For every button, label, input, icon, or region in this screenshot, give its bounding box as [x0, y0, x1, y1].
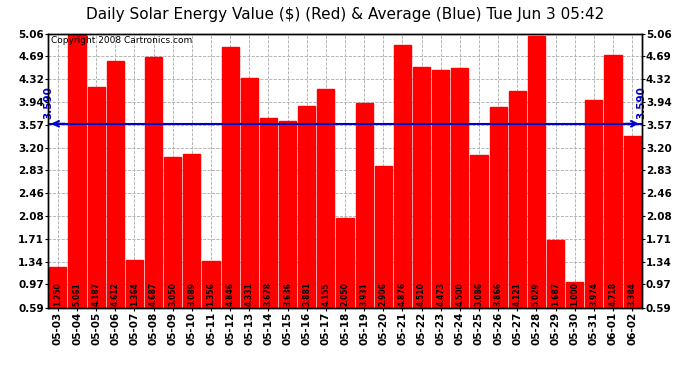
Bar [68, 34, 86, 344]
Text: 3.050: 3.050 [168, 282, 177, 306]
Text: 4.500: 4.500 [455, 282, 464, 306]
Bar [184, 154, 201, 344]
Bar [221, 47, 239, 344]
Bar [317, 89, 335, 344]
Text: 3.931: 3.931 [359, 282, 368, 306]
Bar [585, 100, 602, 344]
Bar [624, 136, 641, 344]
Text: Copyright 2008 Cartronics.com: Copyright 2008 Cartronics.com [51, 36, 193, 45]
Text: 3.089: 3.089 [188, 282, 197, 306]
Bar [126, 260, 143, 344]
Text: 5.029: 5.029 [532, 282, 541, 306]
Text: 4.187: 4.187 [92, 282, 101, 306]
Bar [49, 267, 66, 344]
Text: 1.356: 1.356 [206, 282, 215, 306]
Bar [432, 70, 449, 344]
Text: 3.384: 3.384 [628, 282, 637, 306]
Text: 3.590: 3.590 [637, 86, 647, 119]
Text: 3.866: 3.866 [493, 282, 502, 306]
Bar [547, 240, 564, 344]
Text: 1.250: 1.250 [53, 282, 62, 306]
Text: 4.155: 4.155 [322, 283, 331, 306]
Bar [355, 103, 373, 344]
Bar [566, 282, 583, 344]
Text: 1.687: 1.687 [551, 282, 560, 306]
Bar [451, 68, 469, 344]
Bar [298, 106, 315, 344]
Bar [604, 55, 622, 344]
Bar [241, 78, 258, 344]
Text: 4.331: 4.331 [245, 282, 254, 306]
Text: 4.510: 4.510 [417, 282, 426, 306]
Text: 5.061: 5.061 [72, 282, 81, 306]
Bar [202, 261, 219, 344]
Text: 4.121: 4.121 [513, 282, 522, 306]
Text: 3.974: 3.974 [589, 282, 598, 306]
Bar [107, 61, 124, 344]
Bar [260, 118, 277, 344]
Bar [413, 68, 430, 344]
Text: 4.718: 4.718 [609, 282, 618, 306]
Bar [471, 154, 488, 344]
Bar [145, 57, 162, 344]
Bar [509, 91, 526, 344]
Bar [337, 218, 353, 344]
Bar [394, 45, 411, 344]
Text: 4.687: 4.687 [149, 282, 158, 306]
Text: 3.881: 3.881 [302, 282, 311, 306]
Bar [88, 87, 105, 344]
Text: 2.050: 2.050 [340, 282, 350, 306]
Bar [528, 36, 545, 344]
Text: 4.473: 4.473 [436, 282, 445, 306]
Text: 4.876: 4.876 [398, 282, 407, 306]
Text: Daily Solar Energy Value ($) (Red) & Average (Blue) Tue Jun 3 05:42: Daily Solar Energy Value ($) (Red) & Ave… [86, 8, 604, 22]
Text: 4.846: 4.846 [226, 282, 235, 306]
Bar [489, 107, 506, 344]
Bar [279, 121, 296, 344]
Text: 3.590: 3.590 [43, 86, 53, 119]
Text: 3.636: 3.636 [283, 282, 292, 306]
Text: 1.000: 1.000 [570, 282, 579, 306]
Bar [375, 166, 392, 344]
Text: 1.364: 1.364 [130, 282, 139, 306]
Text: 4.612: 4.612 [111, 282, 120, 306]
Bar [164, 157, 181, 344]
Text: 2.906: 2.906 [379, 282, 388, 306]
Text: 3.086: 3.086 [475, 282, 484, 306]
Text: 3.678: 3.678 [264, 282, 273, 306]
